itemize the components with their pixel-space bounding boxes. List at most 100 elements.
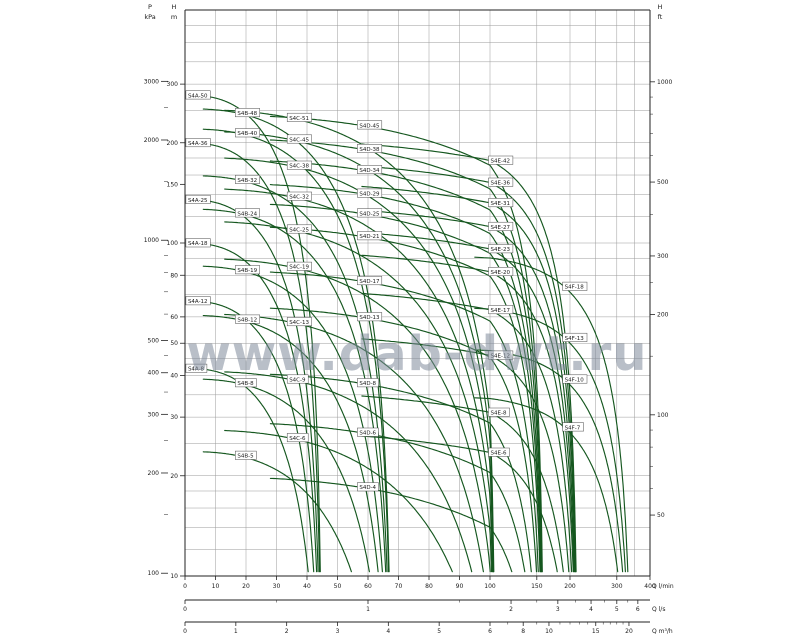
curve-label-box-S4E-12 <box>488 350 514 360</box>
curve-label-S4C-19: S4C-19 <box>289 265 309 271</box>
head-axis-ft: 1000 500 300 200 100 50 Hft <box>650 3 672 519</box>
pressure-axis-title: P <box>148 3 152 11</box>
ls-tick-label: 4 <box>589 606 593 613</box>
lmin-tick-label: 90 <box>456 583 464 590</box>
curve-label-box-S4D-17 <box>357 276 383 286</box>
lmin-tick-label: 40 <box>303 583 311 590</box>
curve-label-box-S4D-38 <box>357 144 383 153</box>
pump-curve-S4E-23 <box>361 231 575 573</box>
curve-label-S4B-32: S4B-32 <box>237 178 257 184</box>
m3h-tick-label: 6 <box>488 628 492 635</box>
m3h-tick-label: 8 <box>521 628 525 635</box>
kpa-tick-label: 300 <box>148 411 160 418</box>
pump-curve-S4B-8 <box>202 378 370 573</box>
curve-label-S4D-13: S4D-13 <box>359 315 380 321</box>
pump-curve-S4E-42 <box>361 143 577 573</box>
curve-label-box-S4D-34 <box>357 165 383 174</box>
curve-label-box-S4C-19 <box>286 261 312 271</box>
pump-curve-S4F-18 <box>474 256 629 573</box>
curve-label-box-S4D-8 <box>357 378 379 388</box>
curve-label-box-S4F-18 <box>562 281 588 291</box>
curve-label-S4A-50: S4A-50 <box>188 93 208 99</box>
curve-label-box-S4E-8 <box>488 407 510 417</box>
curve-label-S4A-36: S4A-36 <box>188 141 208 147</box>
m-tick-label: 20 <box>170 473 178 480</box>
curve-label-box-S4D-29 <box>357 188 383 198</box>
curve-label-S4C-32: S4C-32 <box>289 195 309 201</box>
curve-label-S4C-38: S4C-38 <box>289 164 309 170</box>
curve-label-S4F-18: S4F-18 <box>565 285 585 291</box>
lmin-tick-label: 0 <box>183 583 187 590</box>
curve-label-box-S4D-4 <box>357 482 379 492</box>
curve-label-box-S4E-20 <box>488 267 514 276</box>
curve-label-S4E-36: S4E-36 <box>491 181 511 187</box>
pump-curves <box>186 94 629 573</box>
curve-labels: S4A-50 S4A-36 S4A-25 S4A-18 S4A-12 S4A-8 S4B-4… <box>185 90 588 492</box>
curve-label-S4B-24: S4B-24 <box>237 211 257 217</box>
curve-label-box-S4D-25 <box>357 208 383 218</box>
lmin-tick-label: 80 <box>425 583 433 590</box>
m-tick-label: 30 <box>170 414 178 421</box>
curve-label-box-S4C-6 <box>286 433 309 443</box>
head-axis-title: H <box>172 3 177 11</box>
curve-label-box-S4D-13 <box>357 312 383 322</box>
curve-label-box-S4D-6 <box>357 427 379 437</box>
curve-label-box-S4B-48 <box>235 108 260 118</box>
pump-curve-S4C-45 <box>224 131 495 573</box>
curve-label-box-S4E-6 <box>488 447 510 457</box>
curve-label-S4B-5: S4B-5 <box>237 454 254 460</box>
head-axis-m: 300 200 150 100 80 60 50 40 30 20 10 Hm <box>167 3 185 580</box>
m3h-tick-label: 3 <box>336 628 340 635</box>
curve-label-S4D-21: S4D-21 <box>359 234 379 240</box>
lmin-tick-label: 200 <box>564 583 576 590</box>
pump-curve-S4A-36 <box>186 142 321 573</box>
ls-tick-label: 2 <box>509 606 513 613</box>
curve-label-S4C-13: S4C-13 <box>289 320 309 326</box>
pump-curve-S4A-8 <box>186 367 309 573</box>
ft-tick-label: 500 <box>657 179 669 186</box>
curve-label-box-S4A-36 <box>185 138 211 148</box>
lmin-tick-label: 50 <box>334 583 342 590</box>
curve-label-box-S4B-19 <box>235 265 260 275</box>
pump-curve-S4A-18 <box>186 242 318 573</box>
curve-label-S4D-38: S4D-38 <box>359 147 380 153</box>
pump-curve-S4E-17 <box>361 292 573 573</box>
curve-label-box-S4E-27 <box>488 221 514 231</box>
curve-label-S4B-12: S4B-12 <box>237 318 257 324</box>
curve-label-S4E-27: S4E-27 <box>491 225 511 231</box>
curve-label-S4C-25: S4C-25 <box>289 227 309 233</box>
curve-label-S4A-8: S4A-8 <box>188 367 205 373</box>
m3h-tick-label: 10 <box>545 628 553 635</box>
ls-tick-label: 6 <box>636 606 640 613</box>
curve-label-S4D-45: S4D-45 <box>359 123 380 129</box>
curve-label-S4A-25: S4A-25 <box>188 198 208 204</box>
lmin-tick-label: 60 <box>364 583 372 590</box>
curve-label-box-S4C-45 <box>286 134 312 144</box>
pump-curve-S4B-24 <box>202 208 387 573</box>
curve-label-box-S4C-9 <box>286 374 309 384</box>
pump-curve-S4B-12 <box>202 315 379 573</box>
curve-label-box-S4E-31 <box>488 198 514 208</box>
ft-tick-label: 300 <box>657 253 669 260</box>
curve-label-box-S4D-21 <box>357 231 383 241</box>
ls-tick-label: 0 <box>183 606 187 613</box>
curve-label-box-S4C-13 <box>286 317 312 327</box>
curve-label-box-S4E-36 <box>488 177 514 187</box>
flow-axis-m3h: 0 1 2 3 4 5 6 8 10 15 20 Q m³/h <box>183 621 673 635</box>
pump-curve-S4F-10 <box>474 349 624 573</box>
pump-curve-S4B-5 <box>202 451 352 573</box>
m3h-tick-label: 5 <box>437 628 441 635</box>
pump-curve-S4B-19 <box>202 265 383 573</box>
m-tick-label: 60 <box>170 314 178 321</box>
m-tick-label: 100 <box>167 240 179 247</box>
pump-curve-S4D-6 <box>269 423 526 573</box>
pump-curve-S4C-19 <box>224 258 491 573</box>
curve-label-box-S4F-10 <box>562 374 588 384</box>
kpa-tick-label: 500 <box>148 337 160 344</box>
pump-curve-S4C-13 <box>224 313 484 573</box>
curve-label-S4B-19: S4B-19 <box>237 268 257 274</box>
curve-label-box-S4A-18 <box>185 238 211 248</box>
lmin-tick-label: 300 <box>611 583 623 590</box>
